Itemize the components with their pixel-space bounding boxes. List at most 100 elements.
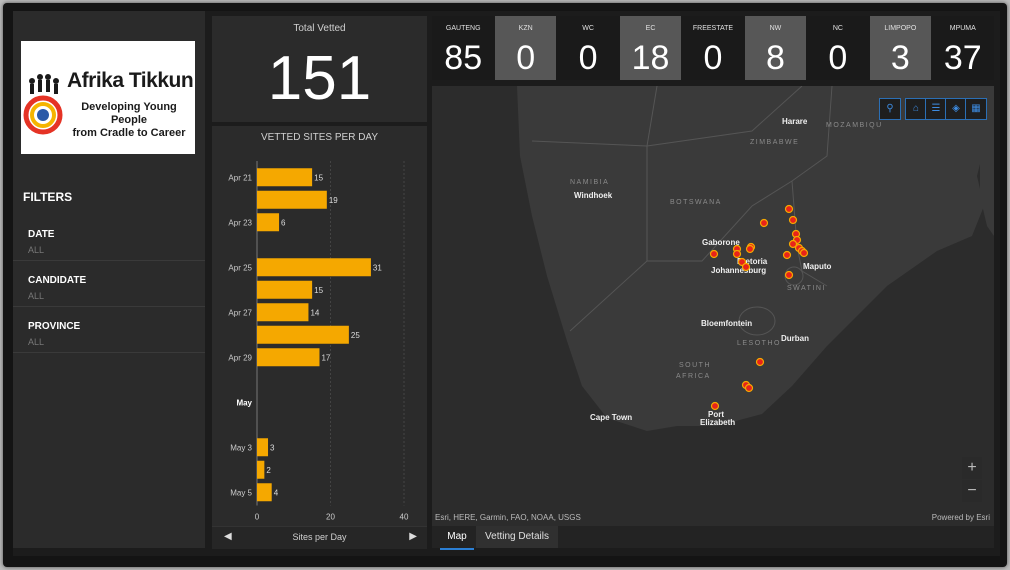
site-marker[interactable] [788,215,798,225]
site-marker[interactable] [710,401,720,411]
dashboard: Afrika Tikkun Developing Young People fr… [13,11,1000,556]
map-city-bloemfontein: Bloemfontein [701,319,752,328]
site-marker[interactable] [782,250,792,260]
province-kzn[interactable]: KZN 0 [495,16,556,80]
province-label: KZN [518,25,533,32]
chart-y-tick-label: Apr 21 [228,173,252,182]
filter-candidate[interactable]: CANDIDATE ALL [13,261,205,307]
site-marker[interactable] [745,244,755,254]
map-layers-icon[interactable]: ◈ [945,98,967,120]
map-city-windhoek: Windhoek [574,191,613,200]
province-label: GAUTENG [445,25,481,32]
chart-bar-value-label: 17 [321,353,330,362]
map-basemap-icon[interactable]: ▦ [965,98,987,120]
chart-x-tick-label: 40 [400,513,409,522]
chart-bar [257,438,269,457]
chart-plot: 0 20 40 15 19 6 31 15 14 25 17 3 2 4 Apr 21 Apr 23 Apr 2… [228,161,409,522]
map-view[interactable]: NAMIBIA BOTSWANA ZIMBABWE MOZAMBIQU SOUT… [432,86,994,526]
total-vetted-title: Total Vetted [293,23,346,34]
province-value: 3 [890,39,910,77]
province-value: 85 [444,39,483,77]
province-nc[interactable]: NC 0 [808,16,868,80]
site-markers [709,204,809,411]
province-label: FREESTATE [692,25,734,32]
chart-bar-value-label: 31 [373,263,382,272]
site-marker[interactable] [784,270,794,280]
display-frame: Afrika Tikkun Developing Young People fr… [3,3,1007,567]
chart-x-tick-label: 20 [326,513,335,522]
view-tabs: Map Vetting Details [432,526,994,550]
chart-x-axis-label: Sites per Day [292,532,347,542]
province-label: EC [645,25,656,32]
zoom-out-button[interactable]: − [962,480,982,502]
province-gauteng[interactable]: GAUTENG 85 [433,16,493,80]
site-marker[interactable] [759,218,769,228]
province-label: NW [769,25,782,32]
chart-bar [257,325,349,344]
province-freestate[interactable]: FREESTATE 0 [683,16,743,80]
chart-bar [257,168,313,187]
site-marker[interactable] [709,249,719,259]
map-city-maputo: Maputo [803,262,832,271]
tab-map[interactable]: Map [440,526,474,550]
logo-tagline: Developing Young People from Cradle to C… [63,101,195,140]
map-label-mozambique: MOZAMBIQU [826,122,883,129]
chart-bar [257,460,265,479]
site-marker[interactable] [799,248,809,258]
map-city-gaborone: Gaborone [702,238,740,247]
site-marker[interactable] [784,204,794,214]
logo-brand: Afrika Tikkun [67,69,194,92]
province-wc[interactable]: WC 0 [558,16,618,80]
filter-province-label: PROVINCE [28,321,81,332]
map-city-cape-town: Cape Town [590,413,632,422]
chart-title: VETTED SITES PER DAY [260,132,379,143]
chart-bar-value-label: 19 [329,196,338,205]
chart-y-tick-label: Apr 25 [228,263,252,272]
site-marker[interactable] [755,357,765,367]
zoom-in-button[interactable]: + [962,457,982,479]
chart-bar-value-label: 25 [351,331,360,340]
map-city-harare: Harare [782,117,808,126]
province-ec[interactable]: EC 18 [620,16,681,80]
site-marker[interactable] [741,262,751,272]
map-home-icon[interactable]: ⌂ [905,98,927,120]
province-mpuma[interactable]: MPUMA 37 [933,16,993,80]
site-marker[interactable] [788,239,798,249]
province-value: 0 [703,39,723,77]
province-value: 18 [631,39,670,77]
logo-tagline-line-1: Developing Young People [81,101,177,126]
map-label-namibia: NAMIBIA [570,179,609,186]
province-indicators: GAUTENG 85 KZN 0 WC 0 EC 18 FREESTATE 0 NW 8 NC 0 LIMP… [432,16,994,80]
province-label: LIMPOPO [884,25,917,32]
map-city-port: Port [708,410,724,419]
tab-vetting-details[interactable]: Vetting Details [476,526,558,548]
province-nw[interactable]: NW 8 [745,16,806,80]
map-attribution: Esri, HERE, Garmin, FAO, NOAA, USGS [435,513,581,522]
borders [531,86,833,336]
chart-bar-value-label: 6 [281,218,286,227]
chart-y-tick-label: May [236,398,252,407]
chart-bar [257,258,371,277]
map-search-icon[interactable]: ⚲ [879,98,901,120]
chart-y-tick-label: Apr 29 [228,353,252,362]
province-value: 8 [765,39,785,77]
powered-by-esri[interactable]: Powered by Esri [931,513,990,522]
chart-bar [257,303,309,322]
chart-bar-value-label: 15 [314,286,323,295]
map-label-africa: AFRICA [676,373,711,380]
filter-province[interactable]: PROVINCE ALL [13,307,205,353]
province-limpopo[interactable]: LIMPOPO 3 [870,16,931,80]
chart-y-tick-label: May 3 [230,443,252,452]
filter-date[interactable]: DATE ALL [13,215,205,261]
filters-title: FILTERS [23,190,73,204]
site-marker[interactable] [732,249,742,259]
chart-next-arrow-icon[interactable]: ▶ [409,531,417,542]
chart-x-tick-label: 0 [255,513,260,522]
chart-bar [257,483,272,502]
map-legend-icon[interactable]: ☰ [925,98,947,120]
chart-y-tick-label: Apr 27 [228,308,252,317]
map-label-lesotho: LESOTHO [737,340,781,347]
chart-prev-arrow-icon[interactable]: ◀ [224,531,232,542]
map-city-pretoria: Pretoria [737,257,768,266]
site-marker[interactable] [744,383,754,393]
